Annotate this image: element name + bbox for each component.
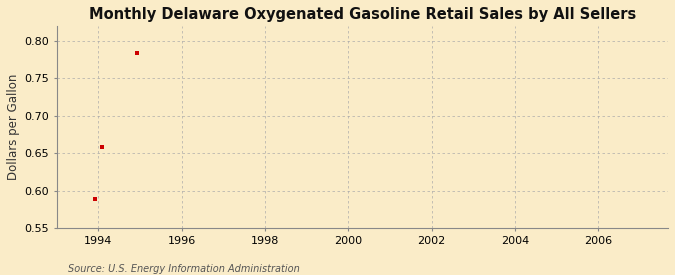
Text: Source: U.S. Energy Information Administration: Source: U.S. Energy Information Administ… bbox=[68, 264, 299, 274]
Point bbox=[90, 197, 101, 201]
Title: Monthly Delaware Oxygenated Gasoline Retail Sales by All Sellers: Monthly Delaware Oxygenated Gasoline Ret… bbox=[88, 7, 636, 22]
Y-axis label: Dollars per Gallon: Dollars per Gallon bbox=[7, 74, 20, 180]
Point bbox=[96, 144, 107, 149]
Point bbox=[131, 51, 142, 55]
